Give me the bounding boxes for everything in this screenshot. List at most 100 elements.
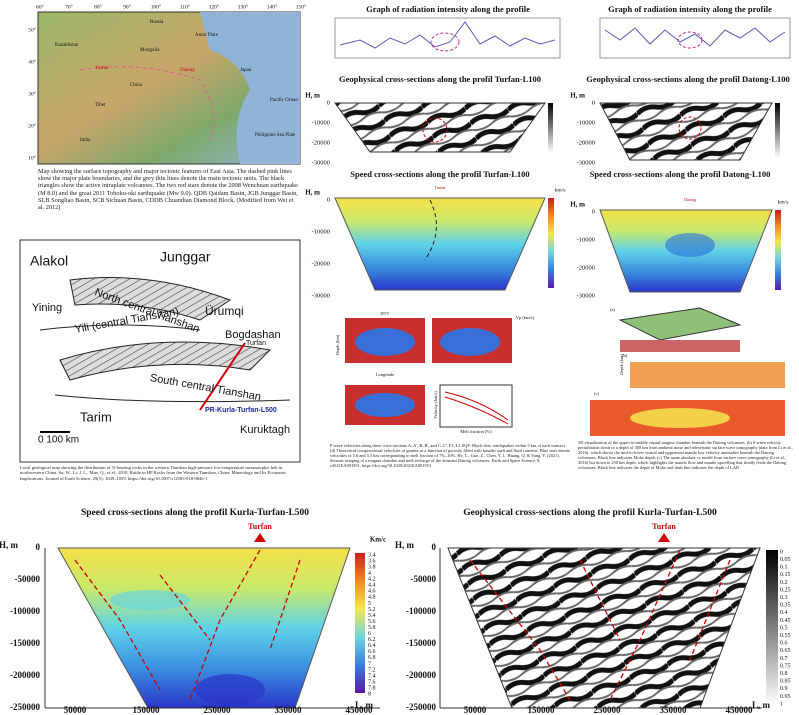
place-label: Datong [180, 68, 195, 73]
marker [658, 533, 670, 542]
colorbar-label: 0.05 [780, 557, 791, 563]
colorbar [775, 103, 780, 158]
lon-label: 130° [238, 3, 248, 10]
colorbar-label: 0.2 [780, 580, 788, 586]
axis-label: H, m [570, 92, 585, 100]
anomaly [195, 674, 265, 706]
x-tick-label: 350000 [660, 705, 688, 715]
y-tick-label: -150000 [406, 638, 436, 648]
panel-label: Melt fraction (%) [460, 429, 492, 434]
y-tick-label: -10000 [312, 228, 330, 235]
colorbar-label: 8 [368, 692, 371, 698]
colorbar [355, 553, 365, 693]
colorbar-label: 0.1 [780, 565, 788, 571]
map-label: Turfan [246, 340, 266, 347]
y-tick-label: 0 [327, 196, 330, 203]
colorbar-label: 6.2 [368, 637, 376, 643]
marker-label: Turfan [435, 185, 446, 190]
radiation-curve [339, 21, 556, 49]
colorbar-label: 4.2 [368, 577, 376, 583]
x-tick-label: 450000 [726, 705, 754, 715]
fault-line [39, 324, 291, 403]
colorbar-label: 0.85 [780, 679, 791, 685]
y-tick-label: -30000 [577, 159, 595, 166]
place-label: Tibet [95, 103, 106, 108]
y-tick-label: -30000 [312, 159, 330, 166]
marker-label: Turfan [248, 522, 272, 531]
lon-label: 70° [65, 3, 73, 10]
north-tianshan [69, 277, 232, 321]
colorbar-label: 0.45 [780, 618, 791, 624]
colorbar-label: 5 [368, 601, 371, 607]
place-label: Amur Plate [195, 33, 219, 38]
place-label: Pacific Ocean [270, 98, 298, 103]
y-tick-label: 0 [327, 99, 330, 106]
anomaly [630, 408, 730, 428]
y-tick-label: -200000 [10, 670, 40, 680]
colorbar-label: 6 [368, 631, 371, 637]
lat-label: 20° [28, 122, 36, 129]
y-tick-label: -10000 [312, 119, 330, 126]
colorbar-label: 5.8 [368, 625, 376, 631]
scale-label: 0 100 km [38, 435, 79, 446]
colorbar-label: 5.2 [368, 607, 376, 613]
lon-label: 120° [209, 3, 219, 10]
highlight [677, 31, 703, 49]
map-label: Kuruktagh [240, 424, 290, 436]
caption: Map showing the surface topography and m… [38, 168, 298, 212]
marker-label: Datong [684, 197, 696, 202]
colorbar-label: 1 [780, 701, 783, 707]
map-label: Yining [32, 302, 62, 314]
marker-label: Turfan [652, 522, 676, 531]
colorbar-label: 0.25 [780, 587, 791, 593]
lon-label: 110° [180, 3, 190, 10]
colorbar-label: 5.4 [368, 613, 376, 619]
geo-section [334, 102, 546, 153]
south-tianshan [59, 341, 272, 381]
map-label: Alakol [30, 253, 68, 269]
y-tick-label: -150000 [10, 638, 40, 648]
map-label: Bogdashan [225, 329, 281, 341]
geo-section [447, 547, 761, 709]
colorbar-label: 3.6 [368, 558, 376, 564]
map-label: Junggar [160, 249, 211, 265]
caption: P wave velocities along three cross-sect… [330, 443, 570, 469]
place-label: China [130, 83, 143, 88]
colorbar [548, 198, 554, 288]
panel-label: Vp (km/s) [516, 315, 535, 320]
map-label: Ürumqi [205, 304, 244, 318]
colorbar-label: 0.65 [780, 648, 791, 654]
place-label: India [80, 138, 91, 143]
geo-section [599, 102, 773, 161]
radiation-curve [604, 27, 786, 47]
title: Geophysical cross-sections along the pro… [463, 508, 717, 518]
colorbar-label: 5.6 [368, 619, 376, 625]
ocean [200, 12, 300, 164]
unit-label: km/s [778, 199, 789, 205]
colorbar-label: 7.4 [368, 673, 376, 679]
colorbar [766, 550, 778, 705]
title: Speed cross-sections along the profil Ku… [81, 508, 309, 518]
y-tick-label: -20000 [312, 139, 330, 146]
place-label: Russia [150, 20, 164, 25]
y-tick-label: -20000 [577, 264, 595, 271]
colorbar-label: 0 [780, 549, 783, 555]
x-tick-label: 50000 [64, 705, 87, 715]
panel-label: Depth (km) [619, 354, 624, 375]
colorbar-label: 0.15 [780, 572, 791, 578]
highlight [678, 116, 702, 140]
axis-label: H, m [0, 540, 19, 550]
y-tick-label: 0 [592, 99, 595, 106]
y-tick-label: -50000 [15, 574, 41, 584]
fault-line [74, 549, 301, 701]
place-label: Turfan [95, 66, 109, 71]
x-tick-label: 350000 [275, 705, 303, 715]
lat-label: 40° [28, 58, 36, 65]
lat-label: 30° [28, 90, 36, 97]
lon-label: 60° [36, 3, 44, 10]
y-tick-label: -30000 [577, 292, 595, 299]
panel-label: (b) [622, 353, 628, 358]
y-tick-label: -100000 [406, 606, 436, 616]
